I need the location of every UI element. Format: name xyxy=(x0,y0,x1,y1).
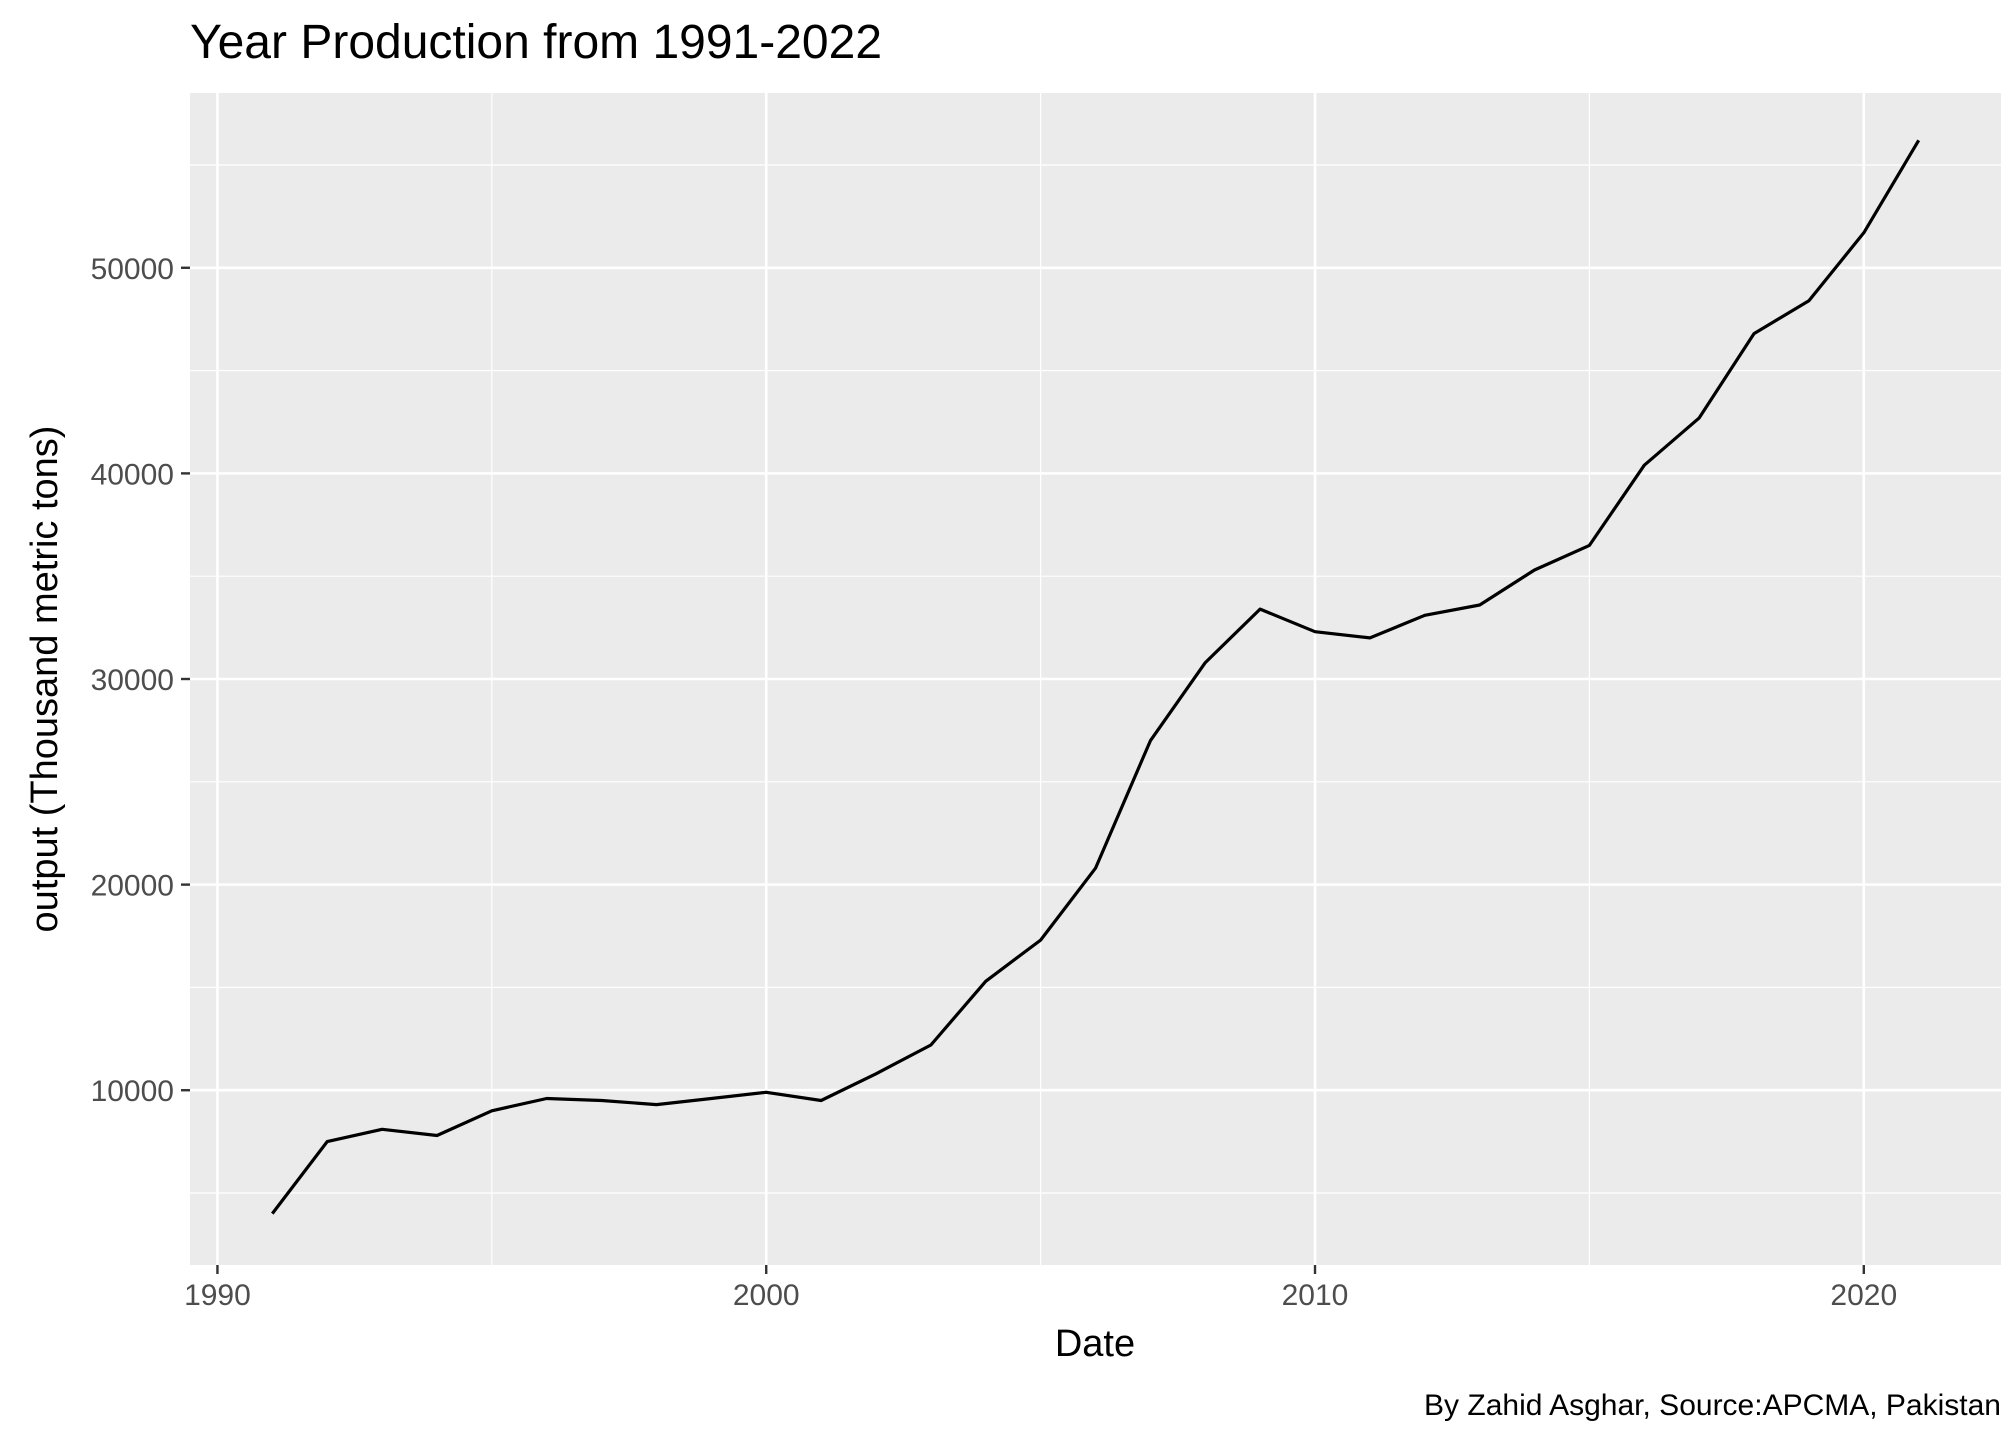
x-tick-label: 2010 xyxy=(1282,1279,1349,1312)
major-grid-x xyxy=(216,93,1866,1265)
x-tick-label: 2000 xyxy=(733,1279,800,1312)
series xyxy=(271,139,1921,1215)
y-tick-label: 20000 xyxy=(91,870,174,903)
series-line xyxy=(271,139,1921,1215)
x-tick-label: 2020 xyxy=(1830,1279,1897,1312)
y-axis-ticks: 10000 20000 30000 40000 50000 xyxy=(91,253,190,1108)
y-tick-label: 50000 xyxy=(91,253,174,286)
x-axis-title: Date xyxy=(1055,1323,1135,1365)
y-tick-label: 30000 xyxy=(91,664,174,697)
y-tick-label: 40000 xyxy=(91,458,174,491)
caption: By Zahid Asghar, Source:APCMA, Pakistan xyxy=(1424,1389,2001,1422)
x-tick-label: 1990 xyxy=(184,1279,251,1312)
major-grid-y xyxy=(190,266,2001,1092)
y-tick-label: 10000 xyxy=(91,1075,174,1108)
x-axis-ticks: 1990 2000 2010 2020 xyxy=(184,1265,1897,1312)
chart-title: Year Production from 1991-2022 xyxy=(190,16,882,69)
y-axis-title: output (Thousand metric tons) xyxy=(24,426,66,933)
